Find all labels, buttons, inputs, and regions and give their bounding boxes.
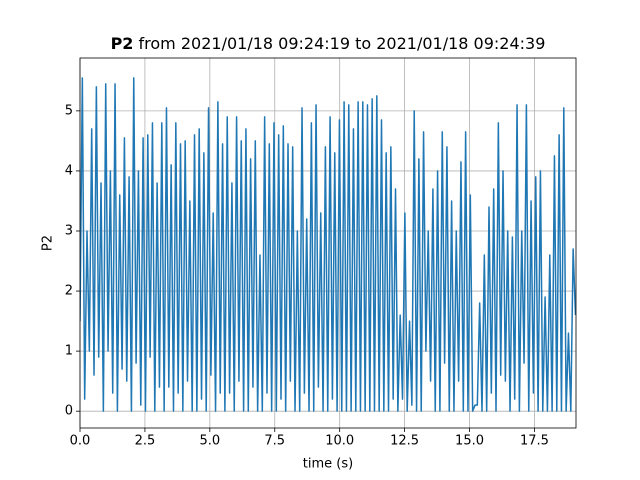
plot-frame [79,57,577,429]
y-tick-label: 1 [65,344,73,359]
x-tick-label: 5.0 [199,434,220,449]
x-tick-label: 0.0 [70,434,91,449]
x-tick-label: 7.5 [264,434,285,449]
data-line [80,77,576,412]
x-tick-label: 2.5 [135,434,156,449]
y-tick-label: 4 [65,163,73,178]
title-bold: P2 [111,34,134,53]
title-text: from 2021/01/18 09:24:19 to 2021/01/18 0… [139,34,546,53]
y-tick-label: 5 [65,103,73,118]
y-axis-label: P2 [41,235,56,251]
x-tick-label: 12.5 [390,434,419,449]
y-tick-label: 3 [65,223,73,238]
x-tick-label: 15.0 [455,434,484,449]
x-tick-label: 17.5 [520,434,549,449]
chart-title: P2 from 2021/01/18 09:24:19 to 2021/01/1… [111,34,546,53]
x-axis-label: time (s) [303,457,353,472]
y-tick-label: 2 [65,284,73,299]
x-tick-label: 10.0 [325,434,354,449]
y-tick-label: 0 [65,404,73,419]
